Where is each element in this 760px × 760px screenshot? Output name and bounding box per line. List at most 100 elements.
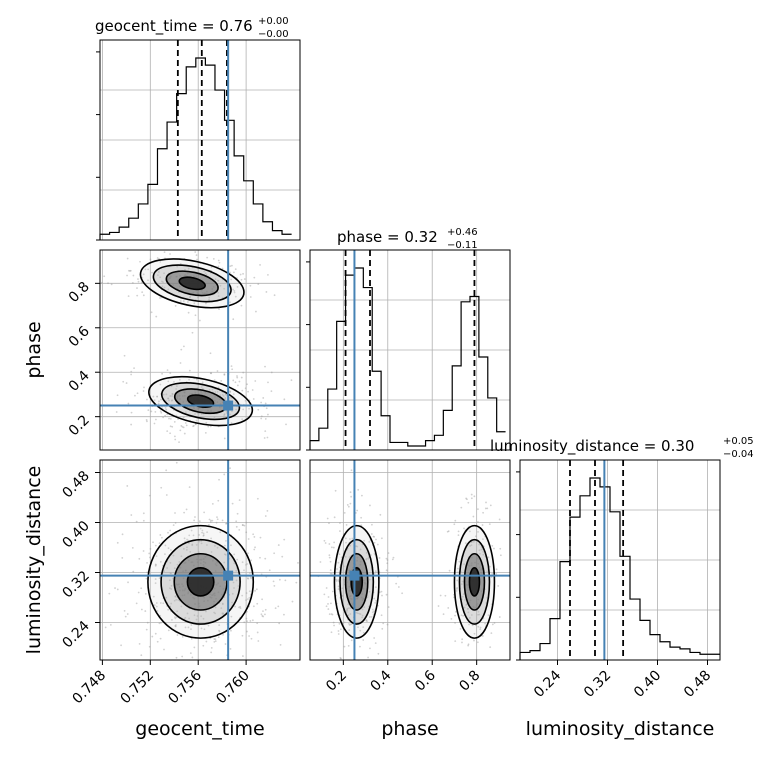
sample-point bbox=[205, 610, 207, 613]
sample-point bbox=[167, 288, 170, 291]
sample-point bbox=[225, 539, 227, 542]
sample-point bbox=[491, 544, 494, 547]
sample-point bbox=[222, 613, 225, 616]
sample-point bbox=[264, 557, 267, 560]
sample-point bbox=[457, 530, 460, 533]
sample-point bbox=[442, 613, 445, 616]
sample-point bbox=[355, 611, 358, 614]
sample-point bbox=[183, 432, 186, 435]
sample-point bbox=[386, 559, 389, 561]
sample-point bbox=[245, 521, 248, 524]
sample-point bbox=[242, 371, 245, 374]
sample-point bbox=[146, 571, 149, 574]
sample-point bbox=[136, 287, 138, 289]
xtick-label: 0.4 bbox=[368, 667, 395, 694]
panel-phase-vs-geocent_time bbox=[99, 249, 301, 451]
sample-point bbox=[360, 516, 363, 519]
sample-point bbox=[174, 616, 176, 619]
sample-point bbox=[231, 264, 233, 267]
sample-point bbox=[347, 614, 350, 617]
contour-0 bbox=[148, 375, 254, 427]
sample-point bbox=[357, 626, 359, 629]
sample-point bbox=[224, 544, 226, 547]
sample-point bbox=[446, 530, 449, 533]
sample-point bbox=[167, 608, 170, 611]
contour-3 bbox=[350, 567, 364, 597]
sample-point bbox=[174, 521, 177, 524]
sample-point bbox=[184, 626, 187, 629]
sample-point bbox=[214, 638, 217, 641]
sample-point bbox=[323, 593, 326, 596]
sample-point bbox=[391, 558, 394, 561]
sample-point bbox=[169, 561, 172, 564]
sample-point bbox=[186, 301, 189, 303]
sample-point bbox=[180, 348, 183, 351]
sample-point bbox=[339, 522, 341, 524]
title-ld-plus: +0.05 bbox=[723, 436, 754, 447]
sample-point bbox=[218, 624, 221, 627]
sample-point bbox=[174, 617, 177, 620]
sample-point bbox=[156, 395, 159, 398]
sample-point bbox=[266, 509, 269, 512]
sample-point bbox=[221, 267, 224, 270]
sample-point bbox=[328, 556, 331, 559]
sample-point bbox=[365, 619, 368, 622]
sample-point bbox=[330, 613, 333, 615]
sample-point bbox=[484, 622, 487, 625]
sample-point bbox=[469, 545, 472, 547]
sample-point bbox=[131, 282, 134, 284]
xlabel-phase: phase bbox=[381, 718, 438, 740]
sample-point bbox=[473, 639, 475, 642]
sample-point bbox=[261, 614, 264, 617]
sample-point bbox=[142, 294, 145, 297]
sample-point bbox=[487, 556, 490, 559]
sample-point bbox=[210, 651, 213, 654]
sample-point bbox=[350, 623, 353, 626]
sample-point bbox=[373, 572, 376, 575]
sample-point bbox=[169, 395, 172, 397]
sample-point bbox=[235, 520, 238, 523]
sample-point bbox=[163, 251, 166, 254]
sample-point bbox=[216, 516, 218, 519]
sample-point bbox=[361, 494, 363, 497]
sample-point bbox=[255, 310, 257, 313]
sample-point bbox=[365, 619, 368, 621]
sample-point bbox=[458, 560, 461, 563]
sample-point bbox=[374, 601, 377, 604]
sample-point bbox=[236, 375, 238, 377]
sample-point bbox=[172, 524, 175, 526]
hist-panel-phase bbox=[306, 249, 511, 451]
sample-point bbox=[237, 585, 240, 587]
sample-point bbox=[224, 643, 227, 645]
sample-point bbox=[253, 276, 256, 279]
sample-point bbox=[188, 378, 190, 381]
sample-point bbox=[196, 258, 198, 261]
sample-point bbox=[482, 511, 484, 514]
sample-point bbox=[232, 318, 235, 321]
sample-point bbox=[154, 410, 157, 413]
sample-point bbox=[498, 518, 501, 521]
sample-point bbox=[272, 580, 275, 583]
sample-point bbox=[368, 590, 371, 593]
sample-point bbox=[164, 544, 167, 547]
sample-point bbox=[229, 265, 232, 267]
sample-point bbox=[175, 388, 178, 390]
sample-point bbox=[243, 524, 246, 527]
sample-point bbox=[222, 612, 225, 615]
sample-point bbox=[481, 635, 484, 637]
xtick-label: 0.752 bbox=[117, 668, 157, 708]
sample-point bbox=[165, 596, 168, 599]
sample-point bbox=[217, 291, 220, 294]
xtick-label: 0.2 bbox=[323, 668, 350, 695]
sample-point bbox=[205, 302, 207, 305]
sample-point bbox=[249, 620, 252, 622]
sample-point bbox=[488, 523, 491, 526]
sample-point bbox=[205, 421, 208, 424]
sample-point bbox=[253, 548, 256, 551]
sample-point bbox=[188, 617, 191, 620]
sample-point bbox=[165, 408, 168, 411]
sample-point bbox=[198, 319, 201, 322]
ylabel-phase: phase bbox=[23, 321, 45, 378]
sample-point bbox=[210, 372, 213, 375]
sample-point bbox=[264, 365, 266, 368]
